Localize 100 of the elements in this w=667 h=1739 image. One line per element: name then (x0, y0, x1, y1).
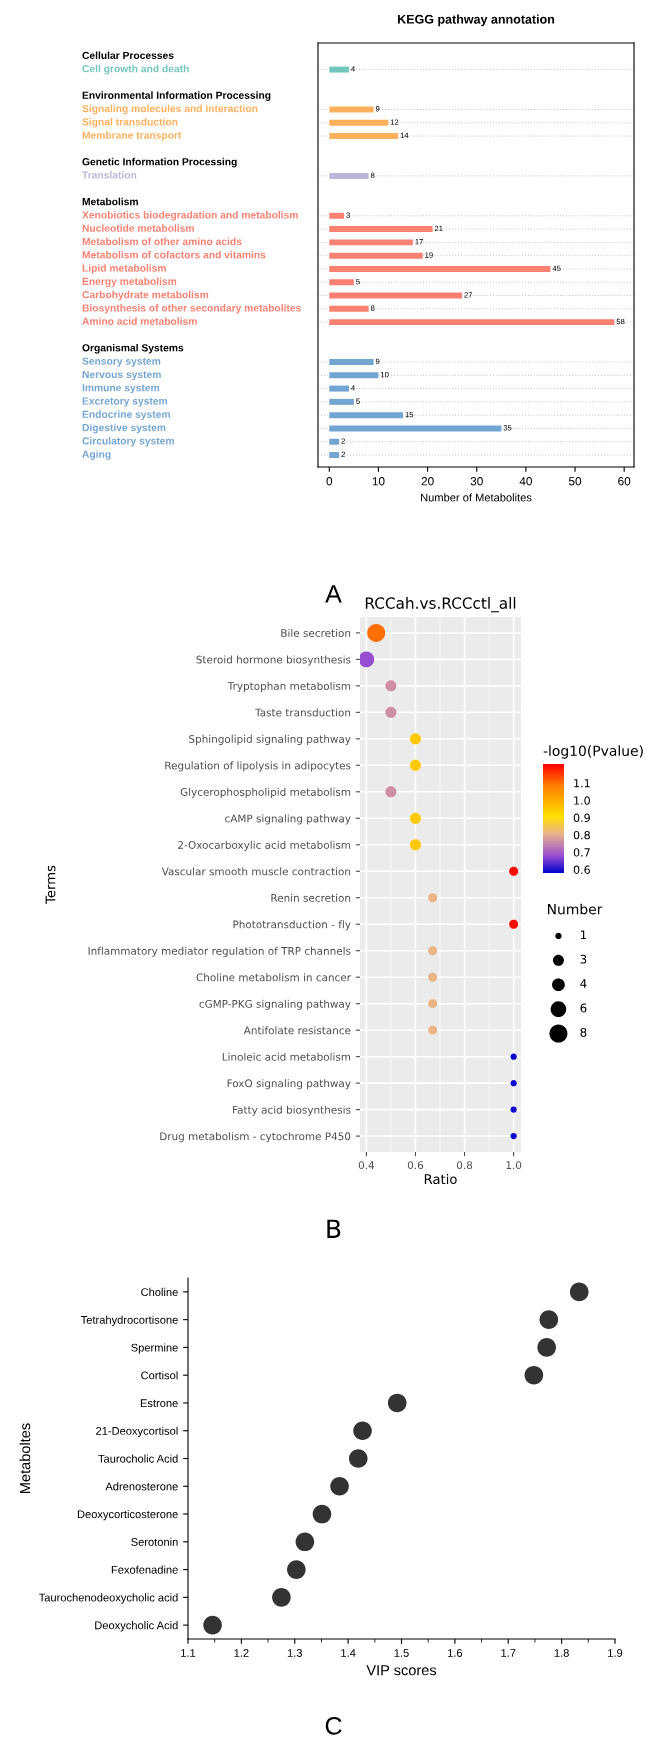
y-tick-label: Regulation of lipolysis in adipocytes (165, 761, 351, 772)
color-bar-label: 0.6 (573, 865, 590, 874)
y-tick-label: Choline metabolism in cancer (196, 973, 351, 982)
y-tick-label: Signal transduction (82, 117, 178, 128)
y-tick-label: Taste transduction (255, 708, 351, 717)
y-tick-label: Carbohydrate metabolism (82, 290, 209, 301)
y-tick-label: Estrone (140, 1399, 178, 1408)
y-tick-label: Endocrine system (82, 410, 170, 420)
bar (329, 398, 354, 405)
x-axis-title: Number of Metabolites (421, 493, 532, 502)
bar (329, 425, 502, 432)
color-bar-label: 1.0 (574, 796, 590, 805)
color-bar-label: 1.1 (574, 779, 590, 788)
y-tick-label: FoxO signaling pathway (227, 1079, 351, 1090)
point (287, 1560, 306, 1579)
bar (329, 226, 433, 233)
legend-label: 8 (580, 1027, 587, 1037)
point (353, 1421, 372, 1441)
y-tick-label: Digestive system (82, 423, 166, 434)
color-bar-label: 0.9 (573, 813, 590, 823)
point (330, 1476, 349, 1496)
chart-title: RCCah.vs.RCCctl_all (365, 597, 516, 613)
bar (329, 385, 349, 392)
bar (329, 292, 462, 299)
x-tick-label: 1.8 (554, 1649, 569, 1657)
y-axis-title: Metaboltes (19, 1423, 31, 1493)
x-tick-label: 1.0 (506, 1161, 522, 1170)
x-tick-label: 0.8 (456, 1161, 473, 1170)
y-tick-label: Lipid metabolism (82, 264, 166, 274)
bar (329, 452, 340, 459)
y-tick-label: Vascular smooth muscle contraction (161, 867, 351, 876)
bar (329, 279, 354, 286)
y-tick-label: Spermine (131, 1343, 178, 1354)
x-axis-title: Ratio (424, 1173, 457, 1185)
y-tick-label: Fatty acid biosynthesis (233, 1105, 351, 1116)
point (387, 1393, 407, 1413)
x-tick-label: 40 (519, 477, 532, 486)
bar (329, 172, 369, 179)
y-tick-label: Excretory system (82, 397, 168, 407)
y-tick-label: Circulatory system (82, 436, 174, 447)
y-tick-label: Inflammatory mediator regulation of TRP channels (88, 946, 351, 957)
point (312, 1504, 332, 1524)
y-axis-title: Terms (45, 865, 56, 904)
y-tick-label: Cellular Processes (82, 51, 174, 60)
text: A (325, 585, 342, 603)
x-tick-label: 20 (421, 477, 434, 486)
y-tick-label: Metabolism of cofactors and vitamins (82, 250, 266, 259)
y-tick-label: 2-Oxocarboxylic acid metabolism (178, 840, 351, 851)
point (203, 1615, 222, 1635)
x-tick-label: 1.9 (608, 1649, 623, 1657)
y-tick-label: cAMP signaling pathway (225, 814, 351, 825)
legend-title: Number (547, 903, 603, 915)
color-bar-label: 0.8 (573, 830, 590, 840)
legend-label: 4 (580, 979, 587, 988)
x-axis-title: VIP scores (366, 1665, 437, 1676)
bar (329, 359, 374, 365)
legend-label: 3 (580, 954, 587, 964)
x-tick-label: 50 (568, 477, 582, 486)
point (539, 1310, 559, 1329)
point (537, 1338, 556, 1357)
y-tick-label: Sensory system (82, 357, 161, 367)
bar (329, 133, 399, 140)
y-tick-label: Tryptophan metabolism (227, 681, 351, 692)
y-tick-label: Nervous system (82, 370, 161, 381)
bar (329, 305, 369, 312)
y-tick-label: Environmental Information Processing (82, 91, 271, 101)
point (272, 1588, 291, 1607)
bar (329, 212, 345, 219)
bar (329, 66, 349, 73)
x-tick-label: 0 (326, 477, 333, 486)
y-tick-label: Renin secretion (271, 893, 351, 902)
bar (329, 252, 423, 259)
y-tick-label: Tetrahydrocortisone (80, 1315, 178, 1326)
legend-label: 1 (580, 930, 587, 940)
y-tick-label: Signaling molecules and interaction (82, 104, 258, 115)
y-tick-label: Amino acid metabolism (82, 317, 197, 325)
bar (329, 412, 404, 419)
bar (329, 372, 379, 379)
text: B (327, 1219, 341, 1238)
y-tick-label: Steroid hormone biosynthesis (196, 655, 351, 666)
x-tick-label: 1.2 (234, 1649, 249, 1657)
bar (329, 119, 389, 126)
y-tick-label: Taurochenodeoxycholic acid (38, 1593, 178, 1604)
point (295, 1532, 315, 1552)
x-tick-label: 0.4 (358, 1161, 375, 1170)
point (348, 1449, 368, 1468)
y-tick-label: Organismal Systems (82, 343, 184, 354)
y-tick-label: Drug metabolism - cytochrome P450 (160, 1132, 351, 1143)
y-tick-label: Cell growth and death (82, 64, 189, 75)
bar (329, 106, 374, 113)
y-tick-label: Taurocholic Acid (98, 1454, 178, 1463)
bar (329, 265, 551, 272)
legend-label: 6 (580, 1003, 587, 1013)
x-tick-label: 1.5 (394, 1649, 409, 1657)
text: C (325, 1717, 342, 1735)
y-tick-label: Membrane transport (82, 131, 182, 141)
x-tick-label: 1.6 (448, 1649, 463, 1657)
x-tick-label: 1.7 (501, 1649, 516, 1657)
y-tick-label: cGMP-PKG signaling pathway (199, 999, 351, 1010)
y-tick-label: Metabolism of other amino acids (82, 237, 242, 246)
